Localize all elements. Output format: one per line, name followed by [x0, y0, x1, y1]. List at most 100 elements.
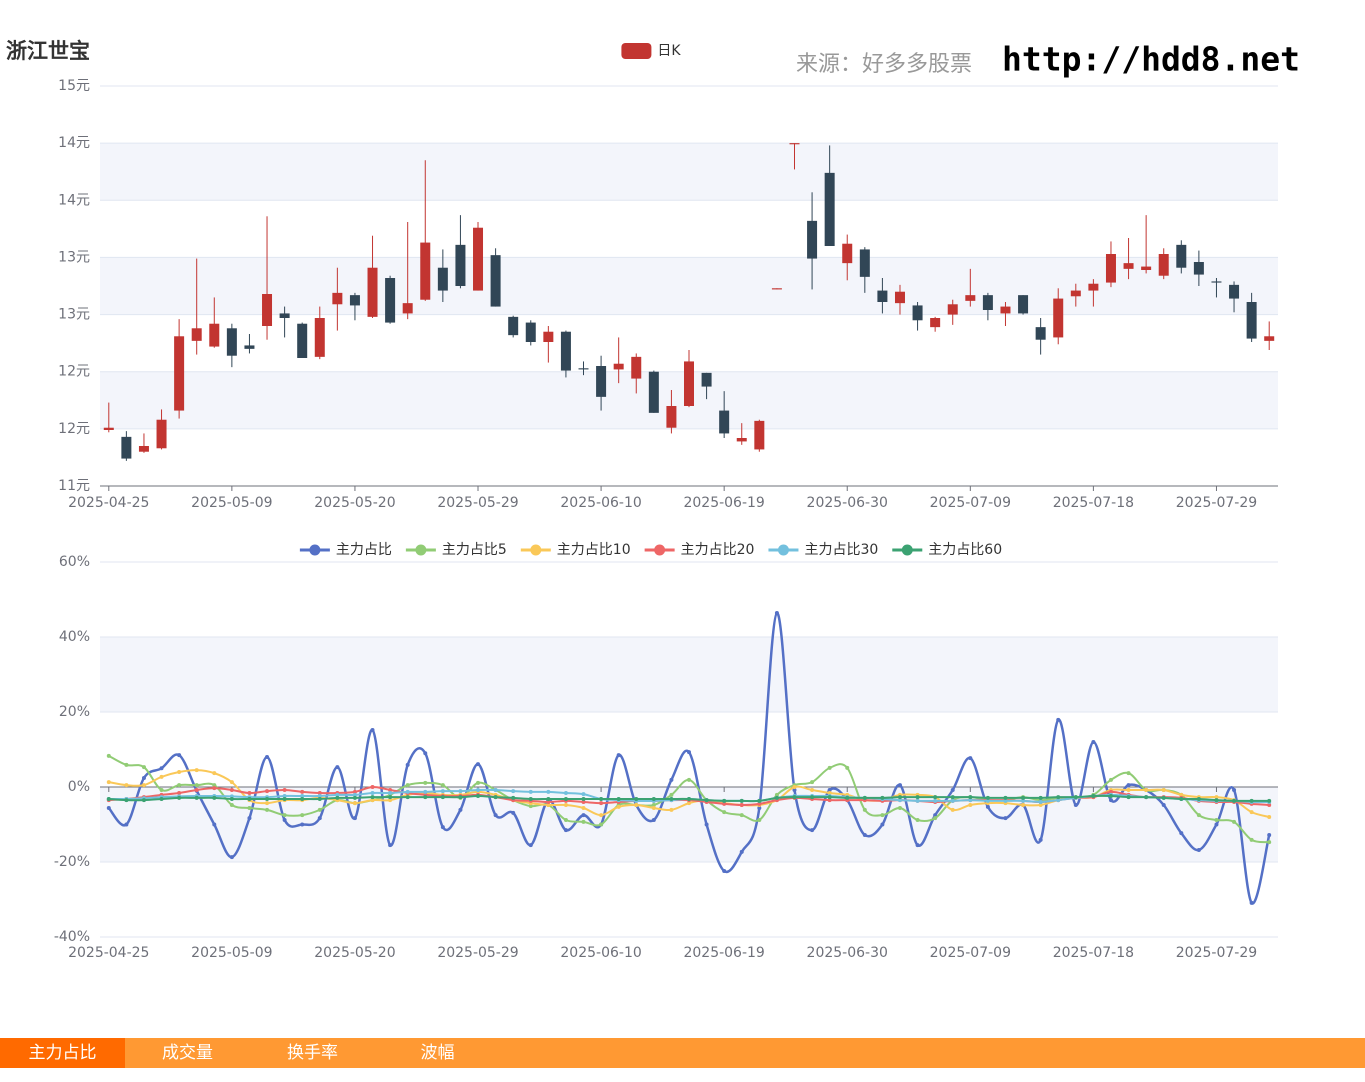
line-point — [194, 783, 199, 788]
line-point — [370, 798, 375, 803]
line-point — [546, 803, 551, 807]
legend: 日K — [621, 43, 681, 59]
candle-body — [648, 371, 659, 413]
line-point — [1267, 833, 1272, 837]
line-point — [528, 804, 533, 809]
line-point — [405, 795, 410, 800]
candle-body — [631, 356, 642, 379]
candle-body — [596, 366, 607, 397]
y-tick-label: 14元 — [58, 135, 90, 151]
candle-body — [1123, 263, 1134, 269]
line-point — [458, 807, 463, 812]
candle-body — [297, 323, 308, 358]
line-point — [1038, 837, 1043, 842]
line-point — [440, 789, 445, 794]
legend-swatch — [777, 544, 789, 556]
line-point — [229, 797, 234, 801]
line-point — [1021, 798, 1026, 803]
line-point — [1003, 798, 1008, 803]
line-point — [968, 756, 973, 761]
line-point — [265, 807, 270, 812]
split-area — [100, 257, 1278, 315]
candle-body — [789, 143, 800, 145]
candle-body — [982, 295, 993, 310]
tab[interactable]: 主力占比 — [0, 1038, 125, 1068]
line-point — [810, 828, 815, 833]
line-point — [423, 795, 428, 800]
candle-body — [473, 227, 484, 291]
line-point — [563, 803, 568, 807]
line-point — [1161, 788, 1166, 792]
line-point — [1073, 803, 1078, 807]
tab[interactable]: 成交量 — [162, 1043, 213, 1063]
line-point — [1003, 816, 1008, 821]
candle-body — [543, 331, 554, 342]
line-point — [511, 810, 516, 815]
candle-body — [1070, 290, 1081, 297]
line-point — [106, 780, 111, 785]
line-point — [581, 806, 586, 810]
line-point — [1126, 771, 1131, 776]
line-point — [141, 776, 146, 780]
line-point — [581, 813, 586, 818]
line-point — [985, 795, 990, 800]
legend-swatch — [415, 544, 427, 556]
line-point — [827, 798, 832, 803]
line-point — [792, 785, 797, 789]
candle-body — [209, 323, 220, 347]
candle-body — [525, 322, 536, 342]
line-point — [862, 833, 867, 837]
line-point — [968, 798, 973, 803]
line-point — [124, 822, 129, 827]
line-point — [229, 803, 234, 807]
line-point — [546, 797, 551, 801]
line-point — [352, 789, 357, 794]
line-point — [968, 803, 973, 807]
line-point — [405, 783, 410, 788]
line-point — [1196, 797, 1201, 801]
line-point — [792, 795, 797, 800]
line-point — [141, 798, 146, 803]
tab-bar: 主力占比 成交量 换手率 波幅 — [0, 1038, 1365, 1068]
line-point — [563, 797, 568, 801]
legend-label: 主力占比20 — [681, 542, 755, 558]
line-point — [1056, 798, 1061, 803]
x-tick-label: 2025-06-10 — [560, 945, 641, 961]
line-point — [880, 822, 885, 827]
line-point — [528, 843, 533, 848]
line-point — [1267, 815, 1272, 819]
line-point — [739, 849, 744, 854]
split-area — [100, 637, 1278, 712]
line-point — [300, 797, 305, 801]
line-point — [300, 822, 305, 827]
line-point — [1038, 803, 1043, 807]
y-tick-label: 15元 — [58, 78, 90, 94]
candle-body — [807, 220, 818, 259]
line-point — [493, 813, 498, 818]
line-point — [774, 611, 779, 615]
line-point — [1249, 837, 1254, 842]
line-point — [634, 797, 639, 801]
x-tick-label: 2025-07-09 — [930, 495, 1011, 511]
line-point — [722, 801, 727, 806]
line-point — [546, 800, 551, 804]
line-point — [1232, 788, 1237, 792]
line-point — [1021, 803, 1026, 807]
line-point — [669, 807, 674, 812]
candle-body — [1176, 244, 1187, 268]
line-point — [458, 789, 463, 794]
tab[interactable]: 波幅 — [420, 1043, 455, 1063]
line-point — [1038, 795, 1043, 800]
candle-body — [226, 328, 237, 356]
line-point — [1108, 798, 1113, 803]
line-point — [1249, 900, 1254, 905]
legend-swatch — [901, 544, 913, 556]
line-point — [247, 806, 252, 810]
split-area — [100, 143, 1278, 201]
line-point — [282, 788, 287, 792]
line-point — [370, 795, 375, 800]
tab[interactable]: 换手率 — [287, 1043, 338, 1063]
line-point — [405, 789, 410, 794]
line-point — [423, 789, 428, 794]
